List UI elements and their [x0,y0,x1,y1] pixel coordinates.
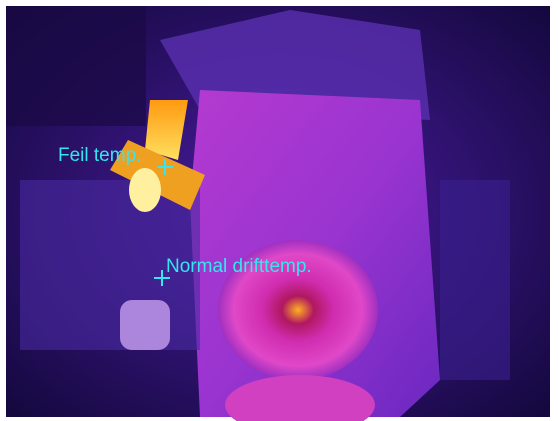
hot-nut [129,168,161,212]
shadow [6,6,146,126]
hot-spot [145,100,188,160]
bolt [120,300,170,350]
hot-bracket [110,140,205,210]
lower-ring [225,375,375,421]
marker [154,270,170,286]
right-part [440,180,510,380]
annotation: Normal drifttemp. [166,256,312,277]
marker [157,159,173,175]
ring [218,240,378,380]
annotation: Feil temp. [58,145,141,166]
